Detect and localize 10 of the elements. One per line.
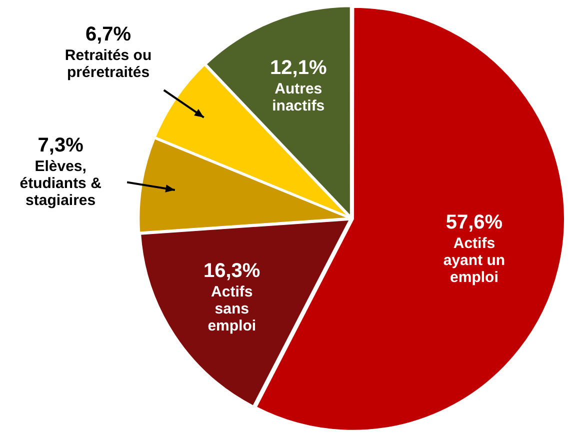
data-label: 7,3% <box>38 134 84 156</box>
data-label: 12,1% <box>270 57 327 80</box>
data-label: 16,3% <box>204 260 260 282</box>
slice-label: Autres inactifs <box>272 80 325 115</box>
data-label: 6,7% <box>85 24 132 46</box>
slice-label: Retraités ou préretraités <box>64 47 152 82</box>
slice-label: Actifs ayant un emploi <box>443 235 506 286</box>
slice-label: Actifs sans emploi <box>208 284 256 335</box>
slice-label: Elèves, étudiants & stagiaires <box>20 158 102 210</box>
data-label: 57,6% <box>446 211 503 234</box>
